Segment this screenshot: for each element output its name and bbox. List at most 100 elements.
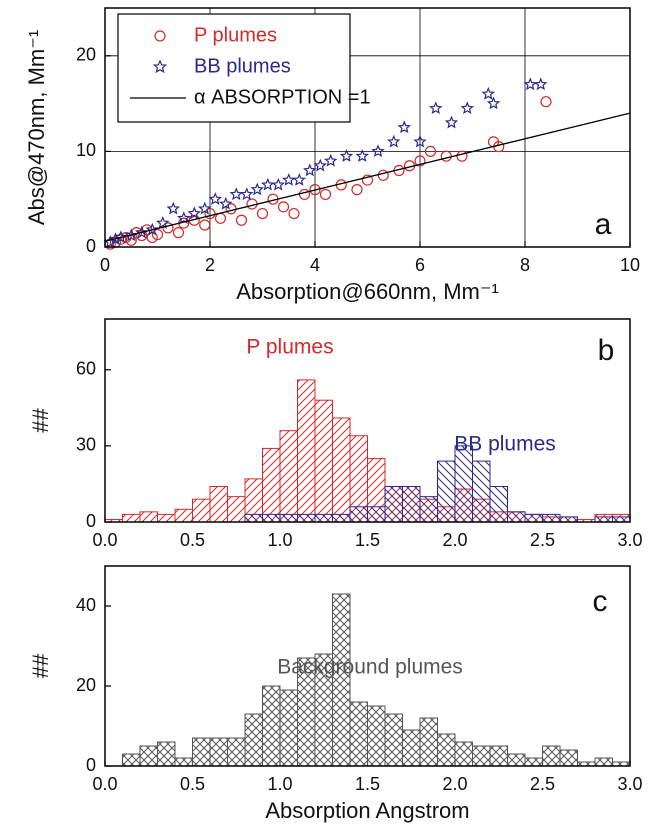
y-tick-label: 30 xyxy=(76,435,96,455)
star-point xyxy=(523,77,538,91)
x-tick-label: 0.5 xyxy=(180,774,205,794)
bar xyxy=(174,508,193,523)
star-point xyxy=(250,182,264,196)
bar xyxy=(279,513,298,523)
bar xyxy=(227,496,246,523)
bar xyxy=(472,460,491,523)
axes-frame xyxy=(104,318,631,523)
star-point xyxy=(339,149,354,162)
star-point xyxy=(533,77,548,91)
bar xyxy=(314,513,333,523)
bar xyxy=(524,757,543,767)
bar xyxy=(279,430,298,523)
bar xyxy=(332,593,351,767)
circle-point xyxy=(256,207,269,220)
star-point xyxy=(177,211,191,225)
bar xyxy=(297,379,316,523)
star-point xyxy=(292,173,307,186)
x-tick-label: 0.0 xyxy=(92,530,117,550)
bar xyxy=(367,705,386,767)
circle-point xyxy=(225,203,237,215)
star-point xyxy=(444,115,459,129)
bar xyxy=(192,737,211,767)
star-point xyxy=(145,222,159,236)
series-label: Background plumes xyxy=(277,656,463,679)
bar xyxy=(419,496,438,523)
circle-point xyxy=(277,201,290,213)
x-tick-label: 2.5 xyxy=(530,530,555,550)
x-tick-label: 8 xyxy=(520,255,530,275)
bar xyxy=(297,513,316,523)
circle-point xyxy=(214,212,227,224)
star-point xyxy=(428,101,443,115)
bar xyxy=(332,513,351,523)
x-tick-label: 1.0 xyxy=(267,530,292,550)
x-tick-label: 2 xyxy=(205,255,215,275)
bar xyxy=(542,745,561,767)
circle-point xyxy=(361,174,374,186)
bar xyxy=(227,737,246,767)
bar xyxy=(157,513,176,523)
bar xyxy=(489,745,508,767)
bar xyxy=(437,733,456,767)
bar xyxy=(279,689,298,767)
circle-point xyxy=(204,207,216,220)
bar xyxy=(594,757,613,767)
x-tick-label: 2.0 xyxy=(442,774,467,794)
bar xyxy=(122,753,141,767)
x-tick-label: 10 xyxy=(620,255,640,275)
plot-area xyxy=(104,379,631,523)
plot-area xyxy=(122,593,631,767)
y-axis-label: Abs@470nm, Mm⁻¹ xyxy=(24,30,49,225)
x-tick-label: 2.0 xyxy=(442,530,467,550)
legend-star xyxy=(152,59,168,74)
star-point xyxy=(460,101,475,115)
bar xyxy=(192,498,211,523)
x-tick-label: 0.0 xyxy=(92,774,117,794)
bar xyxy=(559,516,578,523)
bar xyxy=(314,399,333,523)
star-point xyxy=(114,230,128,244)
bar xyxy=(262,513,281,523)
circle-point xyxy=(414,155,426,167)
circle-point xyxy=(298,188,311,201)
bar xyxy=(507,753,526,767)
circle-point xyxy=(288,207,300,220)
star-point xyxy=(271,177,286,191)
star-point xyxy=(197,201,212,215)
circle-point xyxy=(424,145,437,157)
star-point xyxy=(355,149,370,162)
bar xyxy=(209,737,228,767)
legend-label: α ABSORPTION =1 xyxy=(194,86,371,108)
star-point xyxy=(229,187,243,201)
x-tick-label: 6 xyxy=(415,255,425,275)
star-point xyxy=(371,144,385,158)
bar xyxy=(367,506,386,523)
bar xyxy=(349,506,368,523)
y-tick-label: 20 xyxy=(76,45,96,65)
x-tick-label: 2.5 xyxy=(530,774,555,794)
bar xyxy=(612,516,631,523)
bar xyxy=(244,513,263,523)
bar xyxy=(262,685,281,767)
x-tick-label: 0.5 xyxy=(180,530,205,550)
bar xyxy=(402,729,421,767)
y-tick-label: 40 xyxy=(76,595,96,615)
y-tick-label: 10 xyxy=(76,140,96,160)
bar xyxy=(209,485,228,523)
star-point xyxy=(397,120,411,134)
x-tick-label: 1.0 xyxy=(267,774,292,794)
circle-point xyxy=(319,188,332,201)
x-tick-label: 1.5 xyxy=(355,530,380,550)
star-point xyxy=(187,206,201,220)
star-point xyxy=(413,134,427,148)
y-axis-label: ## xyxy=(28,408,53,433)
legend-label: BB plumes xyxy=(194,55,291,77)
star-point xyxy=(208,192,222,205)
bar xyxy=(472,745,491,767)
star-point xyxy=(481,86,495,100)
y-tick-label: 0 xyxy=(86,511,96,531)
bar xyxy=(454,741,473,767)
